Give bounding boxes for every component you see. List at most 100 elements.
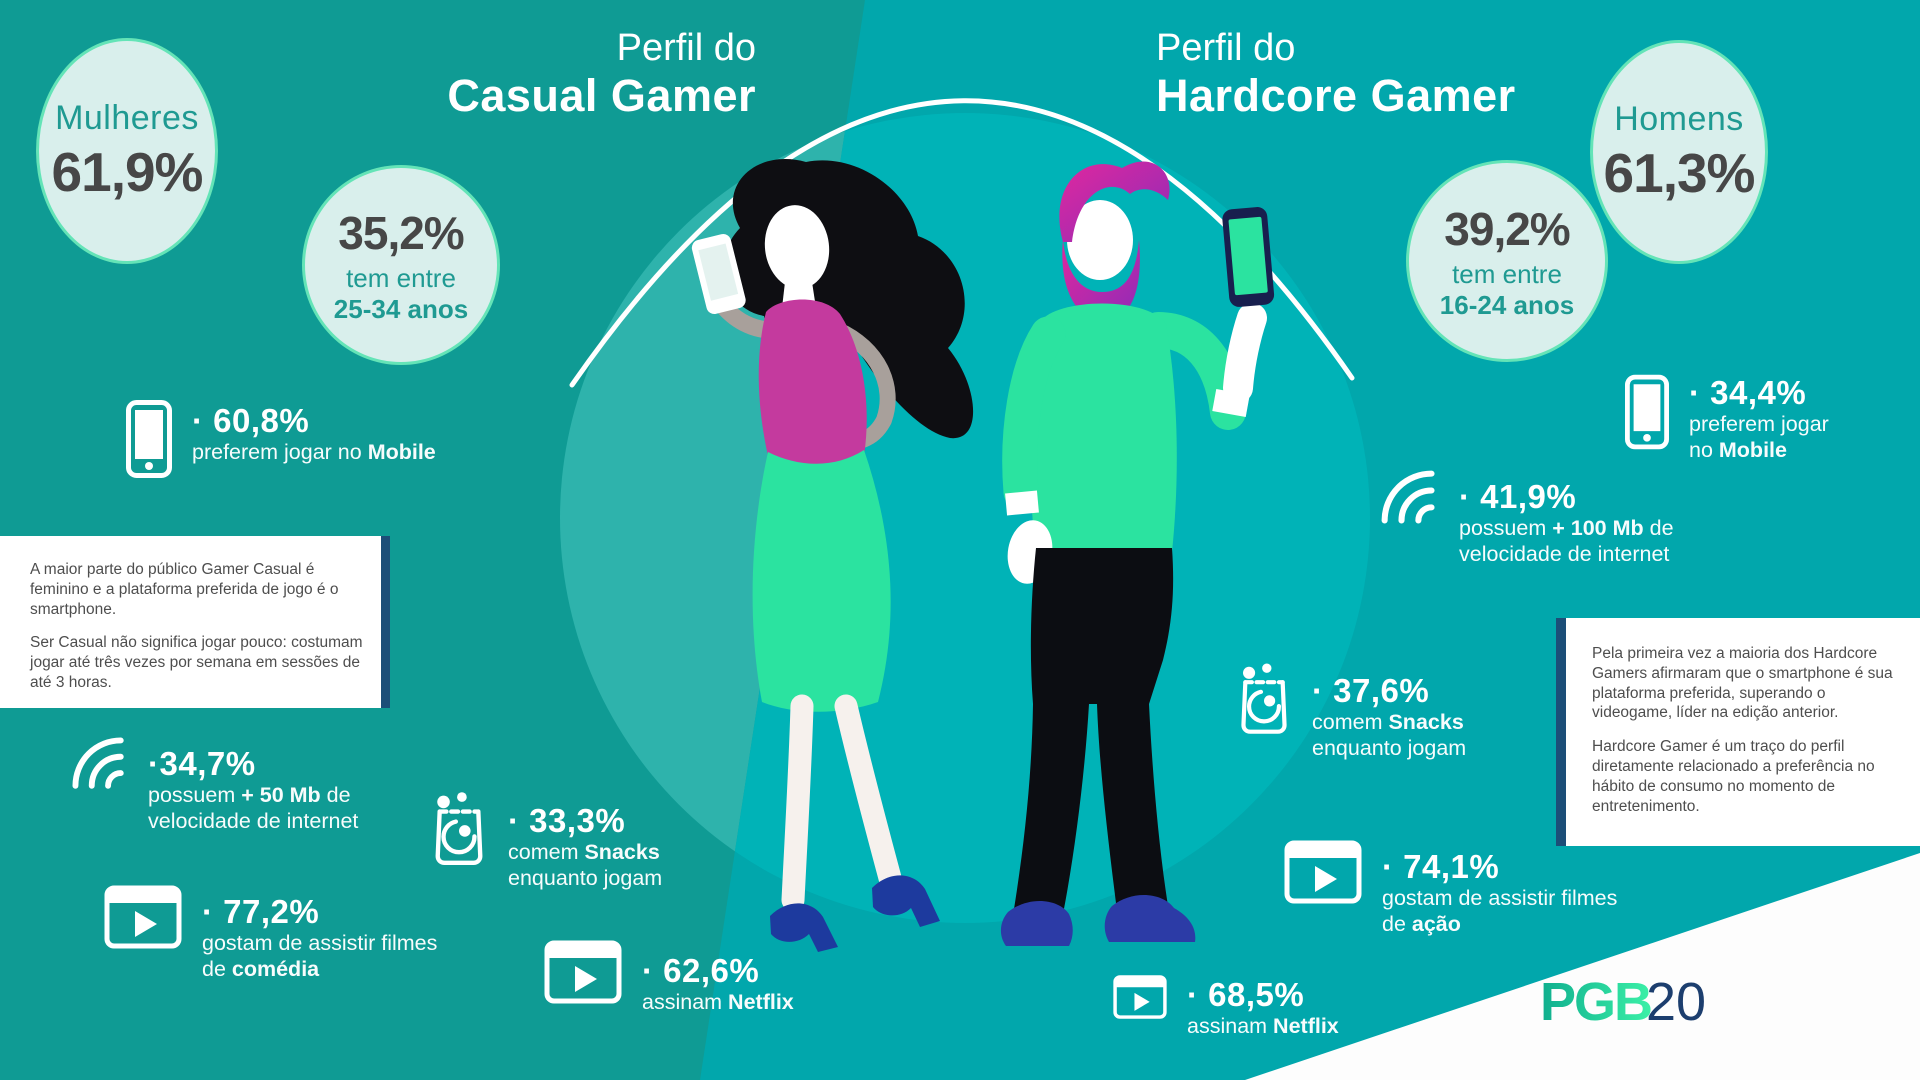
stat-desc: assinam Netflix (642, 989, 794, 1014)
stat-desc: velocidade de internet (148, 808, 359, 833)
man-left-sleeve (1002, 316, 1066, 510)
hardcore-gender-circle: Homens 61,3% (1590, 40, 1768, 264)
man-shirt (1030, 303, 1177, 552)
stat-value: · 37,6% (1312, 672, 1430, 709)
hardcore-stat-movies: · 74,1% gostam de assistir filmes de açã… (1284, 840, 1617, 937)
stat-desc: velocidade de internet (1459, 541, 1670, 566)
casual-gender-value: 61,9% (51, 140, 204, 203)
stat-desc: no Mobile (1689, 437, 1787, 462)
woman-top (758, 299, 867, 469)
logo-brand-text: PGB (1540, 972, 1651, 1032)
man-face (1067, 200, 1133, 280)
stat-desc: comem Snacks (508, 839, 660, 864)
woman-heel-right (872, 875, 940, 927)
stat-desc: de comédia (202, 956, 320, 981)
stat-desc: preferem jogar (1689, 411, 1829, 436)
casual-age-caption2: 25-34 anos (333, 293, 469, 324)
man-hand (1223, 303, 1267, 403)
man-phone (1222, 207, 1275, 307)
stat-value: · 41,9% (1459, 478, 1577, 515)
hardcore-infobox-paragraph1: Pela primeira vez a maioria dos Hardcore… (1592, 645, 1893, 722)
hardcore-age-caption2: 16-24 anos (1439, 289, 1575, 320)
mobile-icon (1625, 374, 1669, 455)
hardcore-title: Perfil do Hardcore Gamer (1156, 26, 1676, 122)
hardcore-stat-netflix: · 68,5% assinam Netflix (1113, 966, 1339, 1039)
man-left-cuff (1005, 490, 1039, 516)
woman-left-leg (781, 694, 814, 912)
hardcore-title-line2: Hardcore Gamer (1156, 70, 1516, 122)
snack-icon (430, 790, 488, 873)
wifi-icon (70, 735, 128, 798)
casual-age-value: 35,2% (338, 206, 464, 259)
man-beard (1062, 240, 1140, 322)
stat-value: · 62,6% (642, 952, 760, 989)
casual-gender-circle: Mulheres 61,9% (36, 38, 218, 264)
video-play-icon (544, 940, 622, 1009)
stat-value: · 74,1% (1382, 848, 1500, 885)
stat-desc: gostam de assistir filmes (202, 930, 438, 955)
stat-value: · 77,2% (202, 893, 320, 930)
wifi-icon (1379, 468, 1439, 533)
hardcore-age-value: 39,2% (1444, 202, 1570, 255)
hardcore-stat-internet: · 41,9% possuem + 100 Mb de velocidade d… (1379, 468, 1674, 567)
hardcore-stat-mobile: · 34,4% preferem jogar no Mobile (1625, 374, 1829, 463)
stat-desc: possuem + 50 Mb de (148, 782, 351, 807)
stat-desc: enquanto jogam (1312, 735, 1467, 760)
woman-face (764, 205, 830, 289)
casual-title: Perfil do Casual Gamer (350, 26, 756, 122)
pgb20-logo: PGB 20 (1540, 972, 1740, 1039)
stat-value: · 33,3% (508, 802, 626, 839)
casual-gender-label: Mulheres (55, 98, 199, 137)
hardcore-gender-label: Homens (1614, 99, 1744, 138)
video-play-icon (1284, 840, 1362, 909)
man-shoe-right (1104, 894, 1196, 942)
hardcore-stat-snacks: · 37,6% comem Snacks enquanto jogam (1236, 660, 1466, 761)
casual-gamer-character (691, 159, 974, 952)
casual-stat-internet: ·34,7% possuem + 50 Mb de velocidade de … (70, 735, 358, 834)
casual-title-line2: Casual Gamer (447, 70, 756, 122)
logo-year-text: 20 (1646, 972, 1706, 1032)
casual-stat-movies: · 77,2% gostam de assistir filmes de com… (104, 885, 437, 982)
mobile-icon (126, 400, 172, 483)
casual-infobox-paragraph2: Ser Casual não significa jogar pouco: co… (30, 634, 363, 692)
stat-value: ·34,7% (148, 745, 256, 782)
man-pants (1014, 548, 1174, 914)
casual-age-caption1: tem entre (346, 262, 456, 293)
hardcore-infobox: Pela primeira vez a maioria dos Hardcore… (1556, 618, 1920, 846)
hardcore-infobox-paragraph2: Hardcore Gamer é um traço do perfil dire… (1592, 738, 1875, 815)
casual-age-circle: 35,2% tem entre 25-34 anos (302, 165, 500, 365)
stat-desc: de ação (1382, 911, 1461, 936)
stat-desc: comem Snacks (1312, 709, 1464, 734)
stat-desc: preferem jogar no Mobile (192, 439, 436, 464)
video-play-icon (104, 885, 182, 954)
woman-heel-left (770, 903, 838, 952)
man-hair (1059, 161, 1170, 242)
woman-right-leg (834, 694, 902, 890)
hardcore-age-caption1: tem entre (1452, 258, 1562, 289)
stat-value: · 60,8% (192, 402, 310, 439)
video-play-icon (1113, 966, 1167, 1033)
snack-icon (1236, 660, 1292, 743)
hardcore-gender-value: 61,3% (1603, 141, 1756, 204)
casual-infobox-paragraph1: A maior parte do público Gamer Casual é … (30, 561, 339, 618)
stat-desc: gostam de assistir filmes (1382, 885, 1618, 910)
bottom-right-wedge (1245, 853, 1920, 1080)
casual-title-line1: Perfil do (616, 27, 756, 69)
hardcore-gamer-character (1000, 161, 1275, 946)
stat-value: · 68,5% (1187, 976, 1305, 1013)
casual-stat-netflix: · 62,6% assinam Netflix (544, 940, 794, 1015)
hardcore-age-circle: 39,2% tem entre 16-24 anos (1406, 160, 1608, 362)
stat-value: · 34,4% (1689, 374, 1807, 411)
casual-stat-snacks: · 33,3% comem Snacks enquanto jogam (430, 790, 662, 891)
casual-infobox: A maior parte do público Gamer Casual é … (0, 536, 390, 708)
woman-phone (691, 234, 746, 315)
hardcore-title-line1: Perfil do (1156, 27, 1296, 69)
man-shoe-left (1000, 900, 1073, 946)
casual-stat-mobile: · 60,8% preferem jogar no Mobile (126, 400, 436, 483)
stat-desc: assinam Netflix (1187, 1013, 1339, 1038)
stat-desc: enquanto jogam (508, 865, 663, 890)
stat-desc: possuem + 100 Mb de (1459, 515, 1674, 540)
woman-skirt (752, 450, 891, 712)
